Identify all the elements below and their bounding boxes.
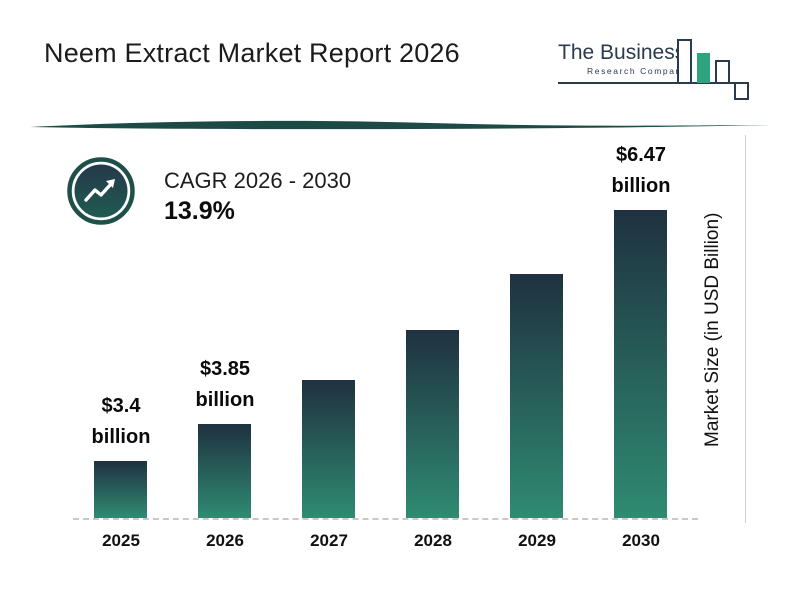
bar-value-label-2025: $3.4 billion bbox=[91, 395, 151, 448]
company-logo: The Business Research Company bbox=[556, 28, 756, 113]
bar-2030 bbox=[614, 210, 667, 518]
bar-chart-area: $3.4 billion $3.85 billion $6.47 billion bbox=[73, 140, 698, 520]
bar-2027 bbox=[302, 380, 355, 518]
bar-2028 bbox=[406, 330, 459, 518]
bar-2025 bbox=[94, 461, 147, 518]
logo-graphic: The Business Research Company bbox=[558, 39, 749, 100]
logo-text-primary: The Business bbox=[558, 41, 685, 64]
header-divider bbox=[30, 119, 770, 138]
x-axis-labels: 2025 2026 2027 2028 2029 2030 bbox=[73, 531, 698, 557]
x-tick-2026: 2026 bbox=[206, 531, 244, 550]
cagr-value: 13.9% bbox=[164, 197, 235, 225]
right-axis-line bbox=[745, 135, 746, 523]
x-tick-2030: 2030 bbox=[622, 531, 660, 550]
bar-2026 bbox=[198, 424, 251, 518]
logo-bars-icon bbox=[558, 39, 749, 100]
x-tick-2025: 2025 bbox=[102, 531, 140, 550]
page-title: Neem Extract Market Report 2026 bbox=[44, 38, 460, 68]
x-tick-2028: 2028 bbox=[414, 531, 452, 550]
logo-text-secondary: Research Company bbox=[587, 66, 688, 76]
cagr-label: CAGR 2026 - 2030 bbox=[164, 168, 352, 193]
bar-value-label-2030: $6.47 billion bbox=[611, 144, 671, 197]
cagr-block: CAGR 2026 - 2030 13.9% bbox=[164, 168, 351, 226]
trending-up-icon bbox=[66, 156, 136, 231]
y-axis-label: Market Size (in USD Billion) bbox=[702, 212, 723, 448]
x-tick-2027: 2027 bbox=[310, 531, 348, 550]
bar-value-label-2026: $3.85 billion bbox=[195, 358, 255, 411]
bar-2029 bbox=[510, 274, 563, 518]
x-tick-2029: 2029 bbox=[518, 531, 556, 550]
